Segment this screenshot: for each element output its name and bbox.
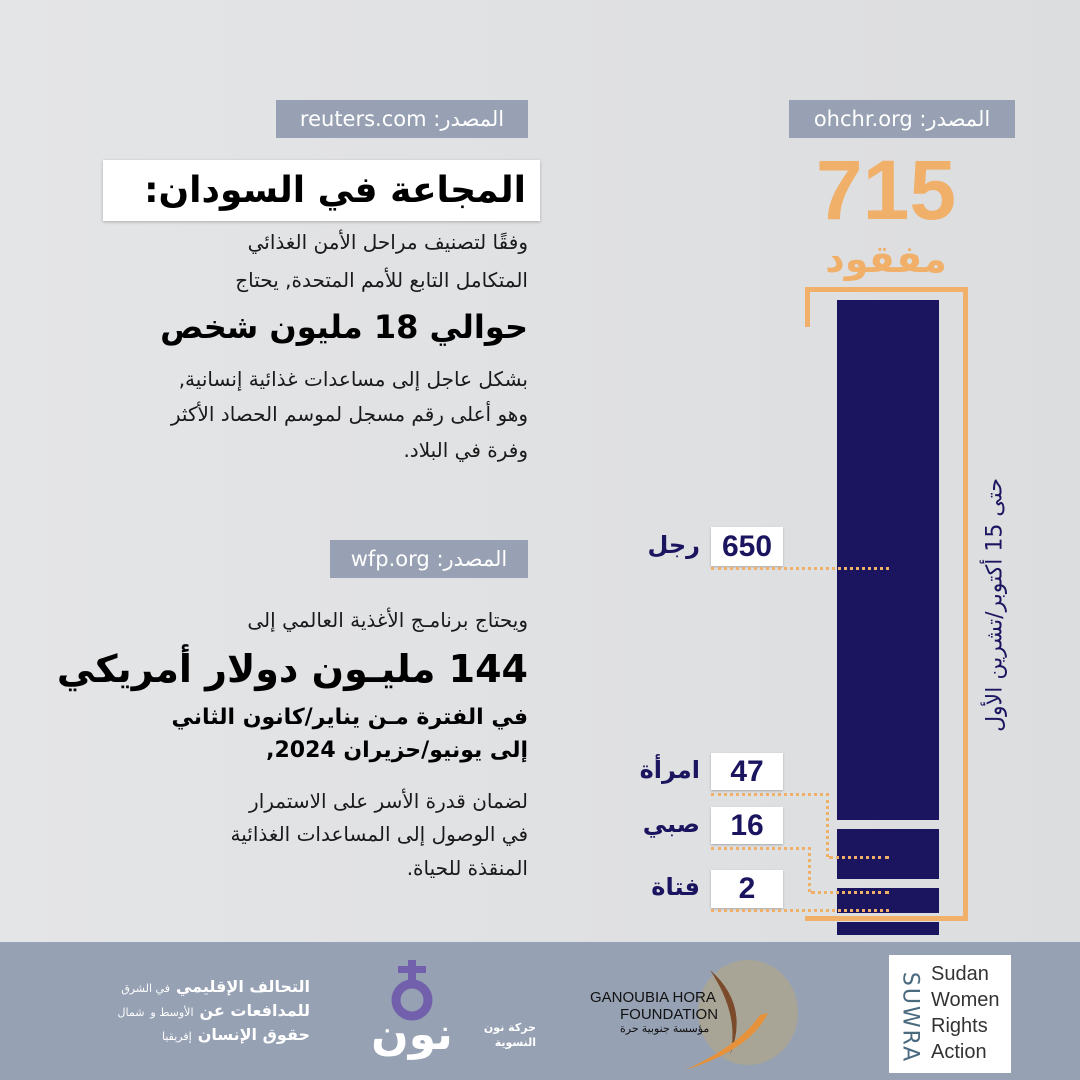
logo-text: Sudan Women Rights Action (931, 961, 1000, 1065)
logo-text: Women (931, 989, 1000, 1011)
date-note: حتى 15 أكتوبر/تشرين الأول (982, 478, 1008, 732)
value-men: 650 (711, 527, 783, 566)
famine-title: المجاعة في السودان: (103, 160, 540, 221)
highlight-144-million: 144 مليـون دولار أمريكي (56, 647, 528, 691)
logo-text: GANOUBIA HORA (590, 989, 716, 1006)
label-girls: فتاة (651, 873, 700, 901)
source-badge-reuters: المصدر: reuters.com (276, 100, 528, 138)
period-line: إلى يونيو/حزيران 2024, (266, 738, 528, 763)
label-men: رجل (647, 531, 700, 559)
logo-text: إفريقيا (162, 1030, 192, 1043)
logo-text: التحالف الإقليمي (175, 977, 310, 996)
footer: التحالف الإقليمي في الشرق للمدافعات عن الأ… (0, 942, 1080, 1080)
value-women: 47 (711, 753, 783, 790)
highlight-18-million: حوالي 18 مليون شخص (160, 308, 528, 346)
bar-segment-girls (837, 921, 939, 936)
text-line: المتكامل التابع للأمم المتحدة, يحتاج (235, 268, 528, 292)
text-line: في الوصول إلى المساعدات الغذائية (230, 822, 528, 846)
leader-boys (711, 847, 811, 892)
bar-segment-men (837, 300, 939, 821)
logo-text: الأوسط و (150, 1006, 194, 1019)
female-symbol-icon (391, 960, 433, 1021)
missing-total: 715 (815, 143, 957, 237)
logo-text: Action (931, 1041, 987, 1063)
logo-text: حقوق الإنسان (197, 1025, 310, 1044)
bird-icon (685, 970, 768, 1070)
logo-text: GANOUBIA HORA FOUNDATION مؤسسة جنوبية حرة (590, 989, 719, 1035)
text-line: وفقًا لتصنيف مراحل الأمن الغذائي (247, 230, 528, 254)
value-boys: 16 (711, 807, 783, 844)
logo-text: حركة نون النسوية (470, 1020, 536, 1050)
logo-text: النسوية (494, 1036, 536, 1049)
text-line: وهو أعلى رقم مسجل لموسم الحصاد الأكثر (170, 402, 528, 426)
source-badge-wfp: المصدر: wfp.org (330, 540, 528, 578)
logo-suwra: SUWRA Sudan Women Rights Action (889, 955, 1011, 1073)
logo-text: شمال (117, 1006, 145, 1019)
leader-boys-end (811, 891, 889, 894)
text-line: بشكل عاجل إلى مساعدات غذائية إنسانية, (178, 367, 528, 391)
leader-women-end (829, 856, 889, 859)
text-line: ويحتاج برنامـج الأغذية العالمي إلى (247, 608, 528, 632)
logo-circle (698, 960, 798, 1065)
logo-noon: نون حركة نون النسوية (360, 958, 540, 1073)
logo-mark: نون (371, 1009, 453, 1060)
logo-ganoubia-hora: GANOUBIA HORA FOUNDATION مؤسسة جنوبية حرة (590, 960, 810, 1070)
period-line: في الفترة مـن يناير/كانون الثاني (171, 705, 528, 730)
leader-men (711, 567, 889, 570)
leader-girls (711, 909, 889, 912)
text-line: المنقذة للحياة. (406, 856, 528, 880)
logo-text: مؤسسة جنوبية حرة (620, 1023, 710, 1035)
missing-label: مفقود (825, 237, 947, 281)
source-badge-ohchr: المصدر: ohchr.org (789, 100, 1015, 138)
logo-text: حركة نون (483, 1021, 536, 1034)
logo-text: FOUNDATION (620, 1005, 719, 1023)
logo-text: SUWRA (897, 971, 923, 1064)
leader-women (711, 793, 829, 857)
logo-text: Sudan (931, 963, 989, 985)
logo-text: Rights (931, 1015, 988, 1037)
value-girls: 2 (711, 870, 783, 908)
label-women: امرأة (639, 756, 700, 784)
text-line: وفرة في البلاد. (403, 438, 528, 462)
text-line: لضمان قدرة الأسر على الاستمرار (249, 789, 528, 813)
label-boys: صبي (642, 810, 700, 838)
bar-segment-women (837, 829, 939, 879)
bracket-tick (805, 287, 810, 327)
logo-text: للمدافعات عن (199, 1001, 310, 1020)
logo-text: في الشرق (121, 982, 170, 995)
logo-regional-coalition: التحالف الإقليمي في الشرق للمدافعات عن الأ… (50, 976, 310, 1048)
bracket (805, 287, 968, 921)
